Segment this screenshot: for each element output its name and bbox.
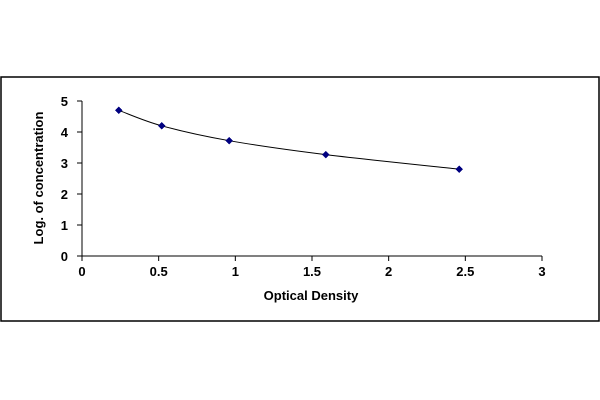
x-axis-title: Optical Density: [264, 288, 359, 303]
y-tick-label: 5: [61, 94, 68, 109]
y-axis-title: Log. of concentration: [31, 112, 46, 245]
data-point: [225, 136, 234, 145]
data-point: [321, 150, 330, 159]
data-point: [455, 165, 464, 174]
y-tick-label: 0: [61, 249, 68, 264]
y-tick-label: 2: [61, 187, 68, 202]
x-tick-label: 2: [385, 264, 392, 279]
x-tick-label: 1: [232, 264, 239, 279]
data-point: [114, 106, 123, 115]
plot-area: 0 0.5 1 1.5 2 2.5 3 0 1 2 3 4 5: [61, 94, 546, 279]
x-tick-label: 1.5: [303, 264, 321, 279]
data-point: [157, 121, 166, 130]
y-tick-label: 3: [61, 156, 68, 171]
x-tick-label: 3: [538, 264, 545, 279]
x-tick-label: 0.5: [150, 264, 168, 279]
series-curve: [118, 109, 460, 170]
x-tick-label: 0: [78, 264, 85, 279]
x-tick-label: 2.5: [456, 264, 474, 279]
y-tick-label: 4: [61, 125, 69, 140]
y-tick-label: 1: [61, 218, 68, 233]
chart-area-border: [0, 76, 600, 322]
